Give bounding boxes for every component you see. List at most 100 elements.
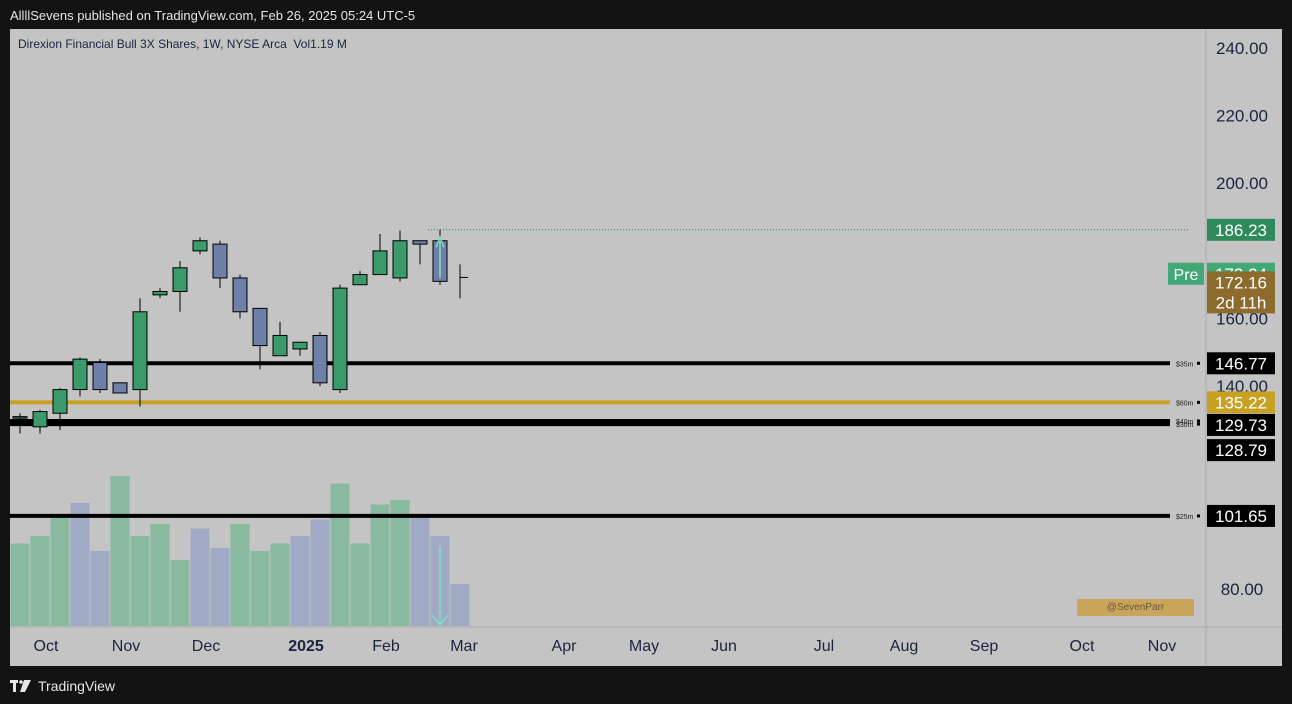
candle-body [252,307,268,347]
y-tick-label: 80.00 [1221,580,1264,599]
symbol-title: Direxion Financial Bull 3X Shares, 1W, N… [18,37,287,51]
x-tick-label: Sep [970,638,999,655]
footer-brand: TradingView [38,678,116,694]
candle-body [312,334,328,384]
x-tick-label: Jun [711,638,737,655]
y-tick-label: 220.00 [1216,107,1268,126]
volume-bar [410,515,430,626]
countdown-label: 2d 11h [1216,293,1267,312]
level-tag: $60m [1176,400,1194,407]
level-price-label-bg [1207,352,1275,375]
candle-body [172,267,188,292]
candle-body [292,341,308,350]
volume-bar [330,483,350,626]
level-price-label-bg [1207,413,1275,436]
volume-bar [250,551,270,626]
candle-body [72,358,88,391]
volume-bar [190,528,210,626]
candle-body [152,290,168,296]
candle-body [12,416,28,419]
volume-bar [150,524,170,626]
volume-bar [290,536,310,626]
level-marker [1197,419,1200,423]
level-tag: $40m [1176,419,1194,426]
volume-bar [450,584,470,626]
x-tick-label: Nov [1148,638,1176,655]
candle-body [32,411,48,428]
candle-body [212,243,228,279]
candle-body [392,240,408,279]
x-tick-label: Nov [112,638,140,655]
level-tag: $25m [1176,514,1194,521]
x-tick-label: Dec [192,638,220,655]
level-price-label-bg [1207,504,1275,527]
level-marker [1197,400,1200,404]
y-tick-label: 240.00 [1216,39,1268,58]
pre-badge-bg [1168,262,1204,285]
level-price-label: 129.73 [1215,416,1267,435]
up-arrow-head-icon [435,235,445,248]
x-tick-label: Aug [890,638,918,655]
down-arrow-head-icon [431,614,449,627]
publish-header: AllllSevens published on TradingView.com… [10,8,416,23]
chart-title: Direxion Financial Bull 3X Shares, 1W, N… [18,37,347,51]
y-tick-label: 160.00 [1216,310,1268,329]
volume-bar [350,543,370,626]
volume-bar [230,524,250,626]
volume-bar [370,504,390,626]
level-marker [1197,361,1200,365]
volume-bar [70,503,90,626]
candle-body [92,362,108,391]
level-tag: $30m [1176,422,1194,429]
volume-bar [130,536,150,626]
tradingview-logo-icon [10,680,31,692]
level-marker [1197,422,1200,426]
candle-body [352,274,368,286]
x-tick-label: May [629,638,659,655]
footer: TradingView [10,676,115,696]
level-price-label-bg [1207,439,1275,462]
candle-body [192,240,208,252]
volume-bar [50,518,70,626]
price-tag-label: 186.23 [1215,221,1267,240]
x-tick-label: Apr [552,638,578,655]
candle-body [232,277,248,313]
volume-bar [310,519,330,626]
x-tick-label: 2025 [288,638,324,655]
price-tag-label-bg [1207,271,1275,294]
x-tick-label: Mar [450,638,478,655]
volume-bar [30,536,50,626]
volume-bar [10,543,30,626]
candle-body [52,389,68,414]
countdown-bg [1207,292,1275,314]
pre-badge: Pre [1174,267,1199,284]
candle-body [112,382,128,394]
level-price-label: 146.77 [1215,354,1267,373]
candlestick-chart[interactable]: $35m$60m$40m$30m$25m80.00140.00160.00200… [10,29,1282,666]
level-tag: $35m [1176,361,1194,368]
candle-body [332,287,348,391]
level-price-label: 128.79 [1215,441,1267,460]
candle-body [372,250,388,276]
candle-body [272,334,288,357]
x-tick-label: Jul [814,638,834,655]
level-price-label-bg [1207,391,1275,414]
y-tick-label: 200.00 [1216,174,1268,193]
candle-body [132,311,148,391]
level-price-label: 135.22 [1215,393,1267,412]
volume-value: 1.19 M [310,37,347,51]
level-marker [1197,514,1200,518]
volume-label: Vol [293,37,311,51]
volume-bar [210,548,230,626]
price-tag-label-bg [1207,218,1275,241]
author-watermark: @SevenParr [1077,599,1194,616]
candle-body [412,240,428,245]
level-price-label: 101.65 [1215,507,1267,526]
volume-bar [390,500,410,626]
x-tick-label: Feb [372,638,400,655]
price-tag-label: 172.16 [1215,273,1267,292]
chart-frame[interactable]: $35m $60m $40m $30m $25m 80.00 140.00 160.00 200… [10,29,1282,666]
volume-bar [170,560,190,626]
volume-bar [110,476,130,626]
x-tick-label: Oct [34,638,59,655]
